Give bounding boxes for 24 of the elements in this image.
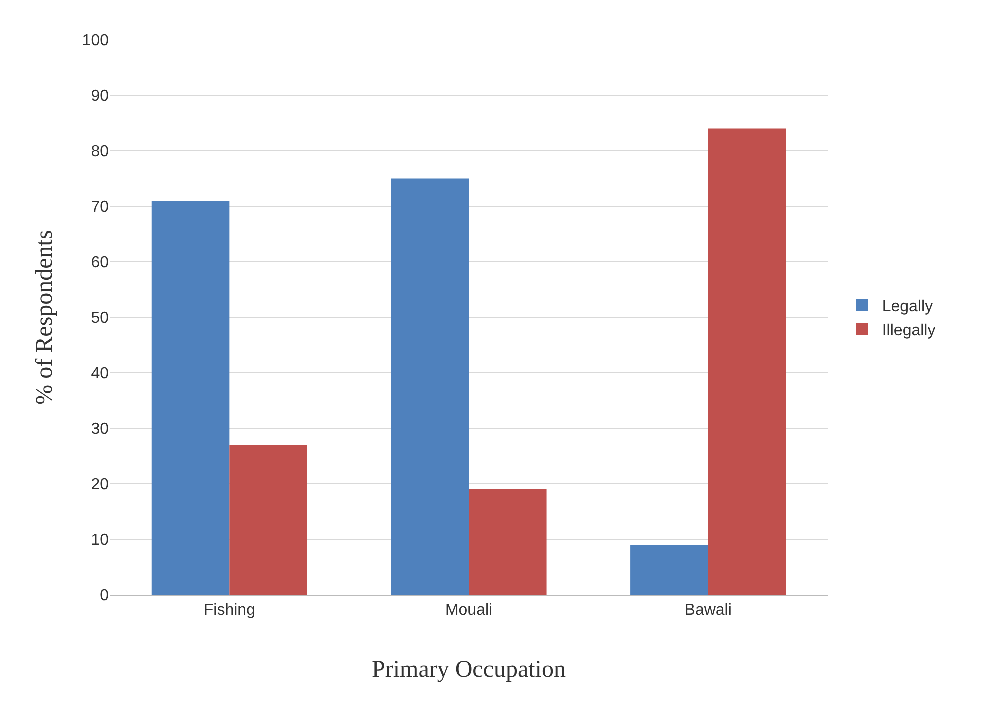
y-tick-label: 80	[91, 144, 110, 161]
legend-label: Legally	[882, 298, 934, 316]
x-tick-label: Bawali	[684, 602, 732, 620]
bar	[230, 445, 308, 595]
x-axis-title: Primary Occupation	[372, 657, 566, 683]
y-tick-label: 30	[91, 421, 110, 438]
y-tick-label: 10	[91, 532, 110, 550]
bar	[391, 178, 469, 595]
y-tick-label: 50	[91, 310, 110, 328]
y-tick-label: 100	[82, 32, 110, 50]
x-tick-label: Fishing	[204, 602, 256, 620]
y-tick-label: 90	[91, 88, 110, 106]
y-tick-label: 20	[91, 476, 110, 494]
x-tick-label: Mouali	[445, 602, 493, 620]
y-axis-title: % of Respondents	[32, 230, 58, 405]
bar	[469, 490, 547, 595]
y-tick-label: 70	[91, 199, 110, 216]
y-tick-label: 60	[91, 254, 110, 272]
y-tick-label: 0	[100, 588, 110, 605]
legend-label: Illegally	[882, 322, 936, 340]
y-tick-label: 40	[91, 366, 110, 383]
bar	[630, 545, 708, 595]
bar	[152, 200, 230, 595]
bar	[708, 128, 786, 595]
